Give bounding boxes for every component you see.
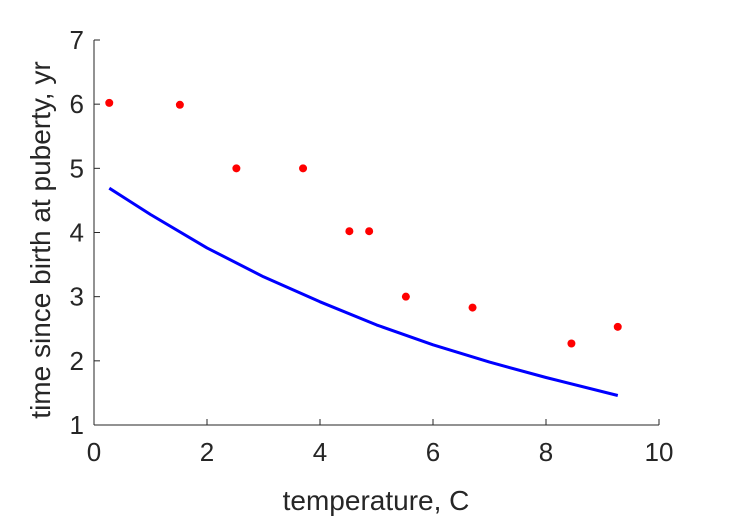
y-tick-label: 5 — [70, 153, 84, 183]
x-tick-label: 2 — [200, 437, 214, 467]
y-tick-label: 7 — [70, 25, 84, 55]
y-axis-label: time since birth at puberty, yr — [25, 61, 56, 418]
x-tick-label: 10 — [645, 437, 674, 467]
data-point — [567, 339, 576, 348]
x-tick-label: 4 — [313, 437, 327, 467]
series-layer — [105, 98, 622, 397]
data-point — [468, 303, 477, 312]
y-tick-label: 6 — [70, 89, 84, 119]
x-tick-label: 8 — [539, 437, 553, 467]
y-tick-label: 3 — [70, 282, 84, 312]
data-point — [345, 227, 354, 236]
data-point — [365, 227, 374, 236]
y-tick-label: 2 — [70, 346, 84, 376]
x-tick-label: 0 — [87, 437, 101, 467]
fitted-curve-line — [108, 186, 619, 397]
data-point — [232, 164, 241, 173]
data-point — [401, 292, 410, 301]
x-axis-label: temperature, C — [283, 485, 470, 516]
data-point — [613, 322, 622, 331]
y-tick-label: 1 — [70, 410, 84, 440]
x-tick-label: 6 — [426, 437, 440, 467]
data-point — [175, 100, 184, 109]
data-point — [105, 98, 114, 107]
y-tick-label: 4 — [70, 218, 84, 248]
data-point — [299, 164, 308, 173]
